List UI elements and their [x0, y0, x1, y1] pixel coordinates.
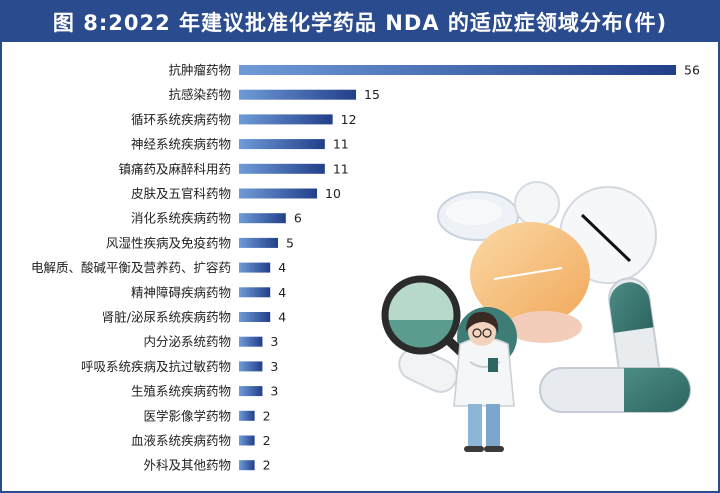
- chart-title: 图 8:2022 年建议批准化学药品 NDA 的适应症领域分布(件): [52, 11, 668, 35]
- value-label: 11: [333, 161, 349, 176]
- category-label: 风湿性疾病及免疫药物: [106, 235, 231, 250]
- category-label: 精神障碍疾病药物: [131, 285, 231, 300]
- value-label: 3: [270, 359, 278, 374]
- category-labels: 抗肿瘤药物抗感染药物循环系统疾病药物神经系统疾病药物镇痛药及麻醉科用药皮肤及五官…: [31, 63, 231, 473]
- value-label: 56: [684, 63, 700, 78]
- category-label: 血液系统疾病药物: [131, 433, 231, 448]
- bar: [239, 114, 333, 125]
- bar: [239, 386, 263, 397]
- bar: [239, 435, 255, 446]
- category-label: 外科及其他药物: [143, 458, 231, 473]
- category-label: 抗肿瘤药物: [168, 63, 231, 78]
- title-bar: 图 8:2022 年建议批准化学药品 NDA 的适应症领域分布(件): [2, 2, 718, 42]
- value-label: 3: [270, 384, 278, 399]
- bar: [239, 163, 325, 174]
- value-label: 4: [278, 285, 286, 300]
- value-label: 15: [364, 87, 380, 102]
- value-label: 12: [341, 112, 357, 127]
- capsule-half: [609, 282, 654, 333]
- category-label: 内分泌系统药物: [143, 334, 231, 349]
- pill-icon: [446, 199, 502, 225]
- category-label: 医学影像学药物: [143, 408, 231, 423]
- category-label: 神经系统疾病药物: [131, 137, 231, 152]
- category-label: 呼吸系统疾病及抗过敏药物: [81, 359, 231, 374]
- bar: [239, 237, 279, 248]
- bar: [239, 65, 676, 75]
- value-label: 5: [286, 235, 294, 250]
- value-label: 2: [263, 433, 271, 448]
- bar: [239, 188, 318, 199]
- category-label: 循环系统疾病药物: [131, 112, 231, 127]
- pill-icon: [506, 311, 582, 343]
- bars-layer: [239, 65, 676, 471]
- pill-icon: [514, 181, 560, 227]
- category-label: 皮肤及五官科药物: [131, 186, 231, 201]
- category-label: 电解质、酸碱平衡及营养药、扩容药: [31, 260, 231, 275]
- bar: [239, 312, 271, 322]
- bar: [239, 213, 286, 224]
- pill-score-line: [493, 267, 563, 280]
- value-label: 11: [333, 137, 349, 152]
- value-label: 10: [325, 186, 341, 201]
- value-label: 4: [278, 260, 286, 275]
- value-label: 3: [270, 334, 278, 349]
- value-label: 2: [263, 408, 271, 423]
- value-label: 2: [263, 458, 271, 473]
- bar: [239, 361, 263, 372]
- bar: [239, 410, 255, 421]
- bar: [239, 460, 255, 471]
- bar: [239, 89, 357, 100]
- category-label: 肾脏/泌尿系统疾病药物: [102, 310, 231, 325]
- value-label: 6: [294, 211, 302, 226]
- medicine-illustration: [381, 181, 691, 452]
- magnifier-icon: [381, 275, 461, 355]
- category-label: 抗感染药物: [168, 87, 231, 102]
- bar: [239, 287, 271, 298]
- capsule-icon: [398, 347, 458, 393]
- pill-score-line: [580, 213, 632, 263]
- bar: [239, 262, 271, 273]
- pharmacist-figure: [453, 311, 515, 452]
- category-label: 消化系统疾病药物: [131, 211, 231, 226]
- category-label: 生殖系统疾病药物: [131, 384, 231, 399]
- bar: [239, 336, 263, 347]
- category-label: 镇痛药及麻醉科用药: [118, 161, 231, 176]
- capsule-half: [624, 368, 690, 412]
- bar: [239, 139, 325, 150]
- value-label: 4: [278, 310, 286, 325]
